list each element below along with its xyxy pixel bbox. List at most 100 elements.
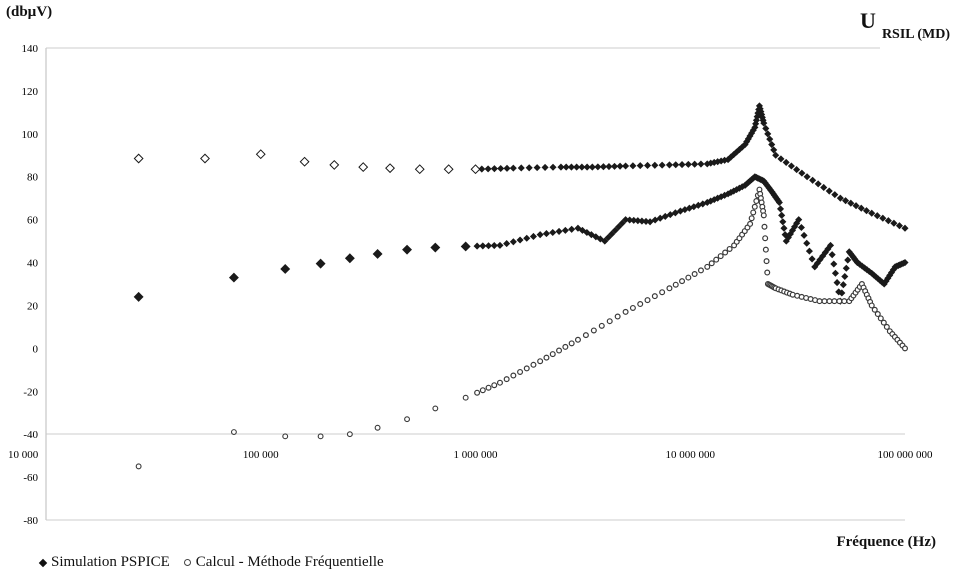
x-tick-label: 1 000 000 [454, 449, 499, 461]
data-point [879, 214, 887, 222]
data-point [766, 135, 774, 143]
circle-marker-icon [183, 559, 191, 566]
data-point [762, 124, 770, 132]
data-point [760, 212, 767, 219]
data-point [877, 315, 884, 322]
data-point [574, 336, 581, 343]
x-tick-label: 100 000 [243, 449, 279, 461]
data-point [643, 161, 652, 169]
data-point [525, 164, 533, 172]
data-point [839, 281, 847, 289]
data-point [814, 180, 822, 188]
data-point [509, 238, 517, 246]
series-1 [133, 173, 909, 305]
data-point [598, 322, 605, 329]
data-point [868, 302, 875, 309]
data-point [599, 163, 607, 171]
data-point [820, 183, 828, 191]
data-point [777, 155, 785, 163]
data-point [516, 236, 524, 244]
data-point [135, 463, 142, 470]
data-point [484, 165, 492, 173]
data-point [605, 163, 613, 171]
data-point [780, 224, 788, 232]
data-point [358, 162, 369, 173]
x-tick-label: 10 000 000 [666, 449, 716, 461]
data-point [831, 191, 839, 199]
data-point [884, 217, 892, 225]
data-point [842, 264, 850, 272]
data-point [228, 272, 239, 283]
y-tick-label: 120 [22, 86, 39, 98]
data-point [779, 218, 787, 226]
data-point [762, 235, 769, 242]
data-point [517, 368, 524, 375]
legend-item-calcul: Calcul - Méthode Fréquentielle [183, 554, 384, 571]
data-point [659, 289, 666, 296]
data-point [479, 242, 487, 250]
data-point [847, 199, 855, 207]
data-point [562, 163, 570, 171]
y-tick-label: 80 [27, 172, 39, 184]
data-point [568, 225, 576, 233]
data-point [895, 222, 903, 230]
data-point [610, 162, 619, 170]
data-point [691, 160, 699, 168]
data-point [831, 298, 838, 305]
data-point [372, 249, 383, 259]
data-point [836, 298, 843, 305]
data-point [255, 149, 266, 160]
data-point [770, 146, 778, 154]
data-point [414, 164, 425, 175]
data-point [133, 291, 144, 302]
data-point [561, 226, 569, 234]
data-point [622, 216, 630, 224]
data-point [230, 429, 237, 435]
data-point [691, 270, 698, 277]
data-point [830, 260, 838, 268]
data-point [760, 119, 768, 127]
data-point [404, 416, 410, 423]
data-point [862, 207, 871, 215]
data-point [883, 323, 890, 330]
data-point [831, 269, 839, 277]
y-tick-label: -20 [23, 386, 38, 398]
data-point [763, 258, 770, 265]
data-point [568, 340, 575, 347]
data-point [841, 272, 849, 281]
data-point [838, 289, 846, 297]
series-title-sub: RSIL (MD) [881, 27, 950, 42]
data-point [826, 298, 833, 305]
data-point [282, 433, 289, 440]
data-point [868, 209, 876, 217]
data-point [873, 212, 881, 220]
data-point [795, 216, 803, 224]
data-point [200, 153, 210, 164]
data-point [803, 239, 811, 247]
data-point [775, 198, 783, 207]
data-point [852, 202, 860, 210]
data-point [651, 293, 658, 300]
data-point [490, 242, 498, 250]
data-point [761, 223, 768, 230]
data-point [644, 297, 651, 304]
y-tick-label: 60 [27, 215, 39, 227]
data-point [697, 160, 705, 168]
data-point [685, 274, 692, 281]
y-tick-label: 0 [33, 343, 39, 355]
data-point [826, 241, 835, 249]
data-point [432, 405, 439, 412]
data-point [503, 164, 511, 172]
data-point [430, 242, 441, 253]
data-point [588, 163, 596, 171]
data-point [582, 332, 589, 339]
x-tick-labels: 10 000 100 000 1 000 000 10 000 000 100 000 … [8, 449, 933, 461]
data-point [497, 164, 505, 173]
data-point [782, 158, 790, 166]
data-point [523, 234, 531, 242]
data-point [637, 301, 644, 308]
data-point [836, 194, 844, 202]
data-point [573, 163, 581, 171]
data-point [793, 166, 801, 174]
